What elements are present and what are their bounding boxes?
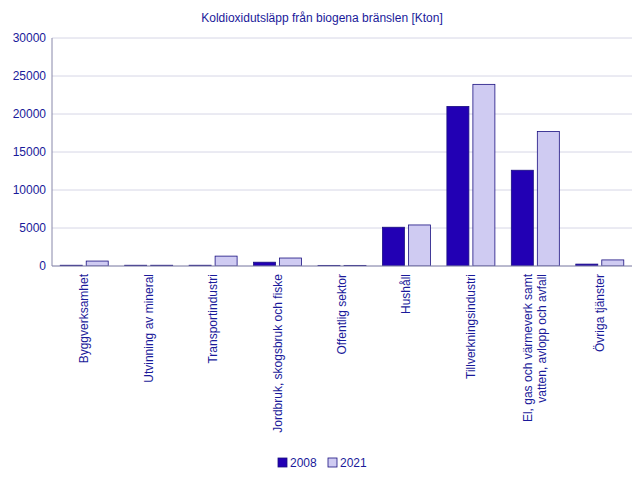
bar <box>511 170 533 266</box>
bar <box>215 256 237 266</box>
x-axis <box>52 266 632 267</box>
chart: Koldioxidutsläpp från biogena bränslen [… <box>0 0 643 487</box>
y-tick-label: 30000 <box>13 31 47 45</box>
bar <box>86 261 108 266</box>
y-tick-label: 0 <box>39 259 46 273</box>
bar <box>537 131 559 266</box>
bars <box>60 84 624 266</box>
x-tick-label: Utvinning av mineral <box>142 274 156 383</box>
bar <box>408 225 430 266</box>
grid-line <box>52 76 632 77</box>
legend-swatch <box>278 458 287 467</box>
bar <box>602 260 624 266</box>
y-tick-label: 25000 <box>13 69 47 83</box>
bar <box>473 84 495 266</box>
title: Koldioxidutsläpp från biogena bränslen [… <box>201 11 443 25</box>
legend-label: 2008 <box>290 456 317 470</box>
y-tick-label: 5000 <box>19 221 46 235</box>
y-tick-label: 15000 <box>13 145 47 159</box>
bar <box>447 106 469 266</box>
bar <box>254 262 276 266</box>
x-tick-label: Hushåll <box>399 274 413 314</box>
y-axis <box>52 38 53 266</box>
grid-line <box>52 114 632 115</box>
x-tick-label: Jordbruk, skogsbruk och fiske <box>271 274 285 433</box>
y-tick-label: 20000 <box>13 107 47 121</box>
bar <box>382 227 404 266</box>
grid-line <box>52 266 632 267</box>
x-tick-label: Tillverkningsindustri <box>464 274 478 379</box>
x-tick-label: Övriga tjänster <box>593 274 607 352</box>
x-tick-label: Byggverksamhet <box>77 273 91 363</box>
y-tick-label: 10000 <box>13 183 47 197</box>
x-tick-label: Transportindustri <box>206 274 220 364</box>
legend-swatch <box>328 458 337 467</box>
legend-label: 2021 <box>340 456 367 470</box>
grid-line <box>52 38 632 39</box>
x-tick-label: Offentlig sektor <box>335 274 349 354</box>
x-tick-label: El, gas och värmeverk samtvatten, avlopp… <box>521 273 549 422</box>
bar <box>280 258 302 266</box>
